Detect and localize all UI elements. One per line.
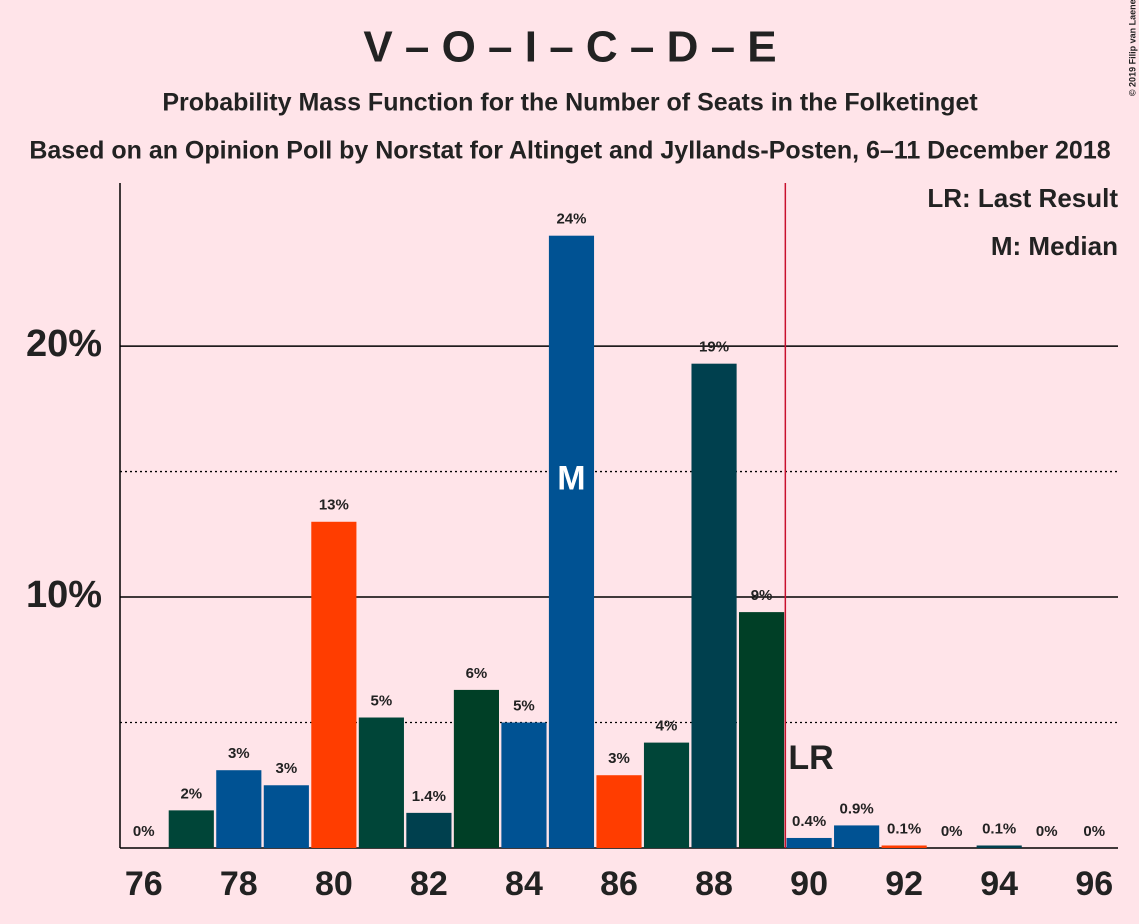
x-tick-label: 86 <box>600 865 638 903</box>
value-label: 0.9% <box>840 800 874 817</box>
x-tick-label: 96 <box>1075 865 1113 903</box>
bar <box>453 689 500 848</box>
value-label: 0.1% <box>887 820 921 837</box>
x-tick-label: 88 <box>695 865 733 903</box>
median-label: M <box>557 460 585 498</box>
value-label: 9% <box>751 587 773 604</box>
bar <box>311 521 357 848</box>
x-tick-label: 76 <box>125 865 163 903</box>
legend-entry: M: Median <box>991 231 1118 261</box>
chart-subtitle: Probability Mass Function for the Number… <box>162 89 978 117</box>
value-label: 3% <box>228 745 250 762</box>
last-result-label: LR <box>788 739 833 777</box>
value-label: 0% <box>1083 823 1105 840</box>
y-tick-label: 10% <box>26 574 102 616</box>
bar <box>643 742 690 848</box>
bar <box>263 785 309 848</box>
y-tick-label: 20% <box>26 323 102 365</box>
value-label: 0% <box>1036 823 1058 840</box>
x-tick-label: 94 <box>980 865 1018 903</box>
value-label: 5% <box>371 692 393 709</box>
value-label: 1.4% <box>412 788 446 805</box>
value-label: 0% <box>941 823 963 840</box>
bar <box>834 825 880 848</box>
chart-subtitle: Based on an Opinion Poll by Norstat for … <box>29 137 1110 165</box>
bar <box>691 363 737 848</box>
bar <box>786 837 832 848</box>
value-label: 0.1% <box>982 820 1016 837</box>
bar <box>881 845 927 848</box>
value-label: 13% <box>319 497 349 514</box>
value-label: 3% <box>608 750 630 767</box>
x-tick-label: 92 <box>885 865 923 903</box>
value-label: 19% <box>699 339 729 356</box>
bar <box>216 770 262 848</box>
value-label: 5% <box>513 697 535 714</box>
value-label: 0% <box>133 823 155 840</box>
value-label: 3% <box>275 760 297 777</box>
x-tick-label: 90 <box>790 865 828 903</box>
bar <box>406 812 452 848</box>
bar <box>548 235 595 848</box>
x-tick-label: 78 <box>220 865 258 903</box>
value-label: 4% <box>656 718 678 735</box>
bar <box>501 722 547 848</box>
value-label: 6% <box>466 665 488 682</box>
value-label: 2% <box>180 785 202 802</box>
copyright: © 2019 Filip van Laenen <box>1127 0 1137 96</box>
legend-entry: LR: Last Result <box>927 183 1118 213</box>
bar <box>976 845 1022 848</box>
x-tick-label: 84 <box>505 865 543 903</box>
x-tick-label: 82 <box>410 865 448 903</box>
bar <box>358 717 404 848</box>
value-label: 0.4% <box>792 813 826 830</box>
bar <box>596 775 642 848</box>
chart-title: V – O – I – C – D – E <box>363 23 776 72</box>
bar <box>168 810 214 848</box>
bar <box>738 612 785 848</box>
x-tick-label: 80 <box>315 865 353 903</box>
value-label: 24% <box>556 211 586 228</box>
